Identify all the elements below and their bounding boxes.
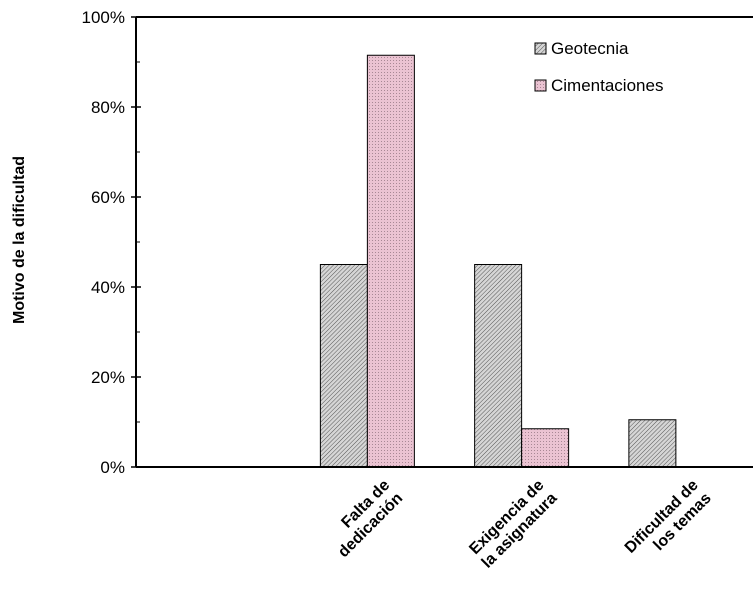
y-tick-label-0: 0% [100,458,125,477]
y-tick-label-5: 100% [82,8,125,27]
bar-geotecnia-3 [628,419,677,468]
bar-geotecnia-1 [319,264,368,468]
bar-cimentaciones-2 [521,428,570,468]
legend-label-geotecnia: Geotecnia [551,39,629,58]
y-tick-label-3: 60% [91,188,125,207]
bar-cimentaciones-1 [366,54,415,468]
x-tick-label-3: Dificultad delos temas [622,477,715,570]
x-tick-label-1: Falta dededicación [322,477,406,561]
legend-label-cimentaciones: Cimentaciones [551,76,663,95]
x-tick-label-2: Exigencia dela asignatura [466,477,561,572]
legend-swatch-cimentaciones [534,79,547,92]
y-tick-label-1: 20% [91,368,125,387]
y-tick-label-2: 40% [91,278,125,297]
y-axis-title: Motivo de la dificultad [11,156,28,324]
bar-geotecnia-2 [474,264,523,468]
legend-swatch-geotecnia [534,42,547,55]
y-tick-label-4: 80% [91,98,125,117]
legend: Geotecnia Cimentaciones [534,39,663,95]
